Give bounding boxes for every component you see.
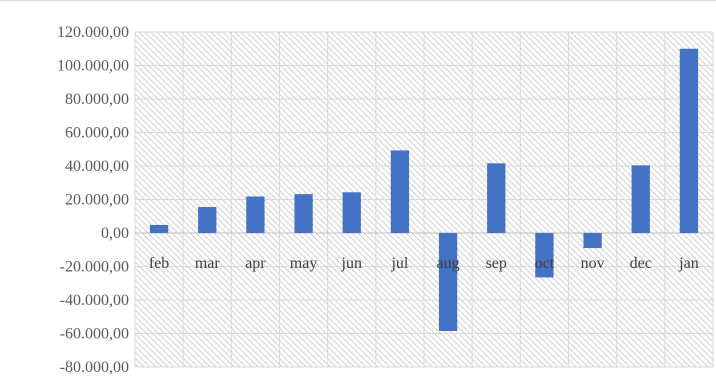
x-tick-label-nov: nov [581, 255, 605, 272]
bar-feb [149, 224, 169, 233]
y-tick-label: 100.000,00 [57, 58, 129, 75]
x-axis: feb mar apr may jun jul aug sep oct nov dec jan [149, 255, 699, 272]
bar-may [294, 194, 313, 233]
y-tick-label: 0,00 [101, 225, 129, 242]
bar-oct [535, 233, 554, 278]
y-tick-label: -40.000,00 [60, 292, 129, 309]
bar-dec [631, 165, 650, 233]
bar-aug [438, 233, 458, 331]
bar-sep [487, 163, 506, 233]
y-axis: 120.000,00 100.000,00 80.000,00 60.000,00 40… [57, 24, 129, 376]
x-tick-label-aug: aug [437, 255, 460, 272]
bar-jul [390, 150, 410, 233]
gridlines [134, 31, 714, 368]
bar-apr [246, 196, 265, 233]
bar-jan [679, 48, 699, 233]
bar-jun [342, 192, 361, 233]
x-tick-label-jan: jan [678, 255, 699, 272]
y-tick-label: -60.000,00 [60, 326, 129, 343]
x-tick-label-jul: jul [390, 255, 408, 272]
x-tick-label-feb: feb [149, 255, 169, 272]
bar-mar [198, 207, 217, 233]
x-tick-label-sep: sep [486, 255, 507, 272]
x-tick-label-jun: jun [341, 255, 362, 272]
bar-nov [583, 233, 602, 249]
y-tick-label: -80.000,00 [60, 359, 129, 376]
y-tick-label: 20.000,00 [65, 192, 129, 209]
y-tick-label: -20.000,00 [60, 259, 129, 276]
x-tick-label-mar: mar [195, 255, 221, 272]
y-tick-label: 60.000,00 [65, 125, 129, 142]
x-tick-label-may: may [290, 255, 318, 272]
bars [149, 48, 699, 331]
y-tick-label: 80.000,00 [65, 91, 129, 108]
x-tick-label-apr: apr [245, 255, 266, 272]
y-tick-label: 40.000,00 [65, 158, 129, 175]
x-tick-label-oct: oct [535, 255, 555, 272]
x-tick-label-dec: dec [630, 255, 652, 272]
y-tick-label: 120.000,00 [57, 24, 129, 41]
